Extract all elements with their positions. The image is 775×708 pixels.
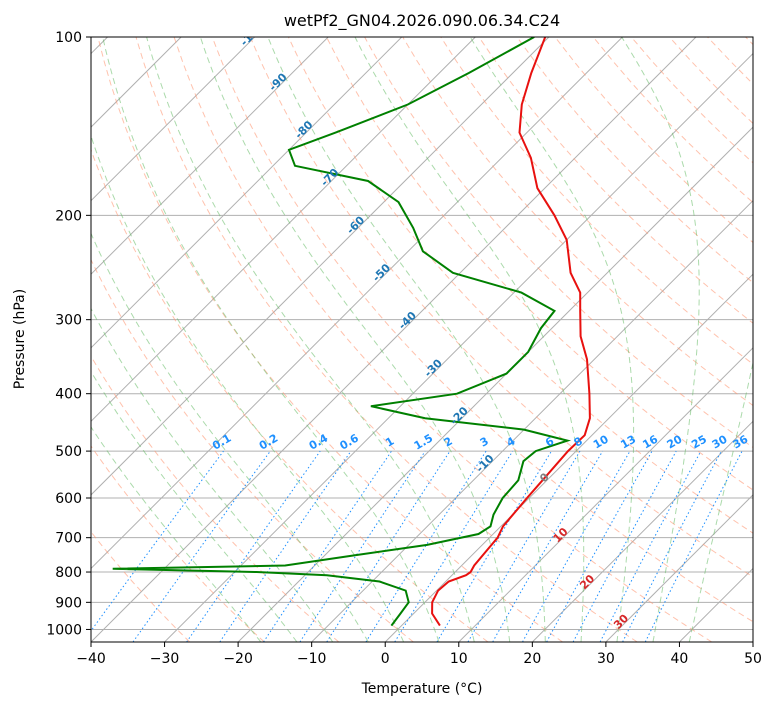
dry-adiabat-line [249,37,753,578]
isotherm-line [384,273,753,642]
dry-adiabat-line [211,37,753,623]
y-tick-label: 700 [55,531,82,547]
mixing-ratio-line [91,450,224,632]
isotherm-line [91,37,256,202]
isotherm-line [91,37,697,642]
isotherm-line [91,37,550,496]
isotherm-line [91,37,403,349]
x-tick-label: −20 [223,651,253,667]
moist-adiabat-line [267,37,546,642]
isotherm-line [605,494,753,642]
moist-adiabat-line [91,370,298,642]
x-tick-label: 0 [381,651,390,667]
dry-adiabat-line [326,37,753,491]
x-tick-label: 30 [597,651,615,667]
plot-area [91,37,753,642]
mixing-ratio-line [522,450,631,642]
y-axis-title: Pressure (hPa) [12,289,28,389]
y-tick-label: 600 [55,491,82,507]
moist-adiabat-line [91,134,405,642]
dry-adiabat-line [135,37,638,642]
x-tick-label: −10 [297,651,327,667]
dry-adiabat-line [91,355,340,642]
moist-adiabat-line [102,37,440,642]
x-tick-label: −30 [150,651,180,667]
isotherm-label: -100 [238,20,267,49]
axes: −40 −30 −20 −10 0 10 20 30 40 50 100 200 300 400 500 60… [46,30,762,667]
temperature-profile-line [431,37,591,627]
moist-adiabat-line [91,307,334,642]
y-tick-label: 400 [55,387,82,403]
dry-adiabat-line [173,37,713,642]
isotherm-line [458,347,753,642]
x-tick-label: 20 [523,651,541,667]
y-tick-label: 300 [55,313,82,329]
x-axis-title: Temperature (°C) [361,681,483,697]
x-tick-label: 10 [450,651,468,667]
mixing-ratio-line [572,450,677,642]
isotherm-line [91,37,476,423]
x-tick-label: 40 [671,651,689,667]
moist-adiabat-line [621,37,700,642]
moist-adiabat-line [354,37,585,642]
mixing-ratio-line [546,450,653,642]
y-tick-label: 100 [55,30,82,46]
isotherm-line [237,126,753,642]
mixing-ratio-line [299,450,426,642]
moist-adiabat-line [146,37,475,642]
moist-adiabat-line [199,37,511,642]
moist-adiabat-line [91,232,369,642]
y-tick-label: 800 [55,565,82,581]
y-tick-label: 1000 [46,622,82,638]
dry-adiabat-line [91,445,265,642]
isotherm-line [164,52,753,642]
dry-adiabat-line [287,37,753,534]
x-tick-label: 50 [744,651,762,667]
chart-title: wetPf2_GN04.2026.090.06.34.C24 [284,11,560,31]
y-tick-label: 500 [55,444,82,460]
mixing-ratio-line [186,450,321,642]
x-tick-label: −40 [76,651,106,667]
moist-adiabat-line [688,360,753,642]
dry-adiabat-line [97,37,563,642]
mixing-ratio-line [326,450,451,642]
y-tick-label: 200 [55,208,82,224]
mixing-ratio-line [132,450,271,642]
mixing-ratio-line [219,450,352,642]
dewpoint-profile-line [112,37,572,627]
mixing-ratio-line [394,450,514,642]
isotherm-line [531,420,753,642]
y-tick-label: 900 [55,595,82,611]
mixing-ratio-line [263,450,392,642]
mixing-ratio-line [644,450,743,642]
dry-adiabat-line [91,258,414,642]
moist-adiabat-line [91,426,262,642]
isotherm-line [91,37,329,275]
plot-frame [90,36,754,643]
